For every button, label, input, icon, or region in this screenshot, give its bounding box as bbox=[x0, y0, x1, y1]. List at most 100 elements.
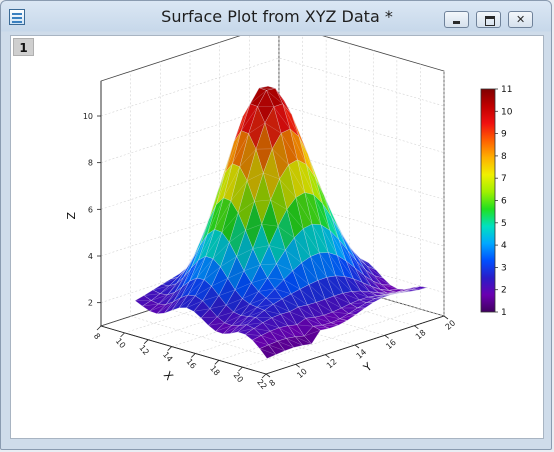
mesh-line bbox=[207, 197, 224, 235]
maximize-icon bbox=[485, 16, 495, 26]
mesh-line bbox=[254, 199, 271, 202]
mesh-line bbox=[365, 269, 382, 285]
mesh-line bbox=[268, 344, 285, 351]
mesh-line bbox=[348, 307, 366, 314]
mesh-line bbox=[277, 226, 295, 238]
mesh-line bbox=[359, 257, 377, 271]
mesh-line bbox=[246, 322, 263, 325]
mesh-line bbox=[253, 328, 271, 332]
mesh-line bbox=[286, 209, 304, 229]
mesh-line bbox=[167, 277, 184, 295]
maximize-button[interactable] bbox=[476, 11, 501, 28]
window-title: Surface Plot from XYZ Data * bbox=[161, 7, 393, 26]
mesh-line bbox=[161, 277, 179, 285]
mesh-line bbox=[276, 263, 293, 272]
mesh-line bbox=[314, 177, 332, 217]
mesh-line bbox=[216, 163, 233, 205]
mesh-line bbox=[339, 314, 357, 320]
z-tick-label: 2 bbox=[88, 299, 93, 308]
mesh-line bbox=[152, 285, 170, 291]
mesh-line bbox=[217, 141, 235, 192]
mesh-line bbox=[349, 246, 366, 270]
mesh-line bbox=[366, 297, 383, 303]
mesh-line bbox=[261, 223, 279, 227]
mesh-line bbox=[331, 216, 348, 251]
mesh-line bbox=[223, 166, 240, 198]
mesh-line bbox=[280, 133, 298, 160]
mesh-line bbox=[326, 277, 344, 294]
mesh-line bbox=[304, 330, 321, 337]
mesh-line bbox=[224, 130, 242, 173]
x-tick-label: 16 bbox=[184, 357, 197, 371]
mesh-line bbox=[236, 248, 253, 257]
surface-mesh[interactable] bbox=[134, 85, 428, 359]
mesh-line bbox=[378, 292, 395, 294]
mesh-line bbox=[359, 298, 376, 301]
mesh-line bbox=[156, 301, 174, 314]
mesh-line bbox=[371, 286, 388, 294]
mesh-line bbox=[238, 201, 255, 214]
mesh-line bbox=[310, 256, 327, 278]
layer-tab[interactable]: 1 bbox=[13, 38, 34, 56]
mesh-line bbox=[165, 286, 183, 305]
mesh-line bbox=[360, 290, 378, 296]
mesh-line bbox=[232, 133, 249, 164]
mesh-line bbox=[186, 300, 203, 308]
mesh-line bbox=[247, 172, 264, 181]
mesh-line bbox=[338, 239, 356, 269]
mesh-line bbox=[208, 322, 225, 326]
mesh-line bbox=[277, 341, 294, 348]
y-tick-label: 10 bbox=[295, 367, 309, 380]
mesh-line bbox=[248, 310, 265, 317]
colorbar-label: 5 bbox=[501, 219, 507, 229]
close-button[interactable]: ✕ bbox=[508, 11, 533, 28]
mesh-line bbox=[356, 260, 373, 282]
graph-canvas[interactable]: 1 2 4 6 8 10 Z 8 10 12 14 16 18 20 22 X 8 10 12 14 16 18 20 Y … bbox=[10, 35, 544, 439]
mesh-line bbox=[289, 128, 307, 165]
colorbar-label: 1 bbox=[501, 308, 507, 318]
mesh-line bbox=[183, 245, 201, 278]
mesh-line bbox=[295, 336, 312, 345]
mesh-line bbox=[143, 293, 161, 296]
x-tick-label: 20 bbox=[232, 371, 245, 385]
colorbar-gradient bbox=[480, 88, 496, 313]
mesh-line bbox=[215, 325, 233, 332]
mesh-line bbox=[151, 294, 168, 301]
mesh-line bbox=[233, 103, 251, 142]
y-tick-label: 18 bbox=[414, 328, 428, 341]
z-tick-label: 8 bbox=[88, 159, 93, 168]
mesh-line bbox=[230, 324, 247, 334]
x-tick-label: 10 bbox=[114, 336, 127, 350]
mesh-line bbox=[357, 301, 374, 309]
title-bar[interactable]: Surface Plot from XYZ Data * ✕ bbox=[1, 1, 553, 33]
mesh-line bbox=[332, 215, 350, 247]
y-tick-label: 14 bbox=[355, 347, 369, 360]
mesh-line bbox=[330, 320, 348, 324]
mesh-line bbox=[295, 197, 313, 225]
mesh-line bbox=[260, 263, 277, 266]
mesh-line bbox=[363, 275, 381, 290]
mesh-line bbox=[288, 164, 305, 193]
colorbar-label: 8 bbox=[501, 152, 507, 162]
minimize-button[interactable] bbox=[444, 11, 469, 28]
color-scale[interactable]: 11 10 9 8 7 6 5 4 3 2 1 bbox=[480, 85, 513, 318]
mesh-line bbox=[239, 149, 257, 167]
mesh-line bbox=[279, 178, 296, 198]
mesh-line bbox=[250, 90, 267, 104]
mesh-line bbox=[320, 224, 338, 256]
mesh-line bbox=[337, 255, 354, 279]
mesh-line bbox=[272, 148, 289, 166]
mesh-line bbox=[287, 325, 305, 337]
mesh-line bbox=[289, 311, 306, 319]
mesh-line bbox=[187, 279, 205, 296]
mesh-line bbox=[263, 172, 280, 180]
mesh-line bbox=[196, 258, 214, 279]
mesh-line bbox=[354, 267, 372, 287]
z-axis-title: Z bbox=[65, 212, 78, 220]
mesh-line bbox=[296, 324, 314, 327]
mesh-line bbox=[372, 280, 390, 291]
graph-window-icon[interactable] bbox=[9, 9, 25, 25]
mesh-line bbox=[208, 172, 226, 220]
mesh-line bbox=[341, 233, 359, 259]
